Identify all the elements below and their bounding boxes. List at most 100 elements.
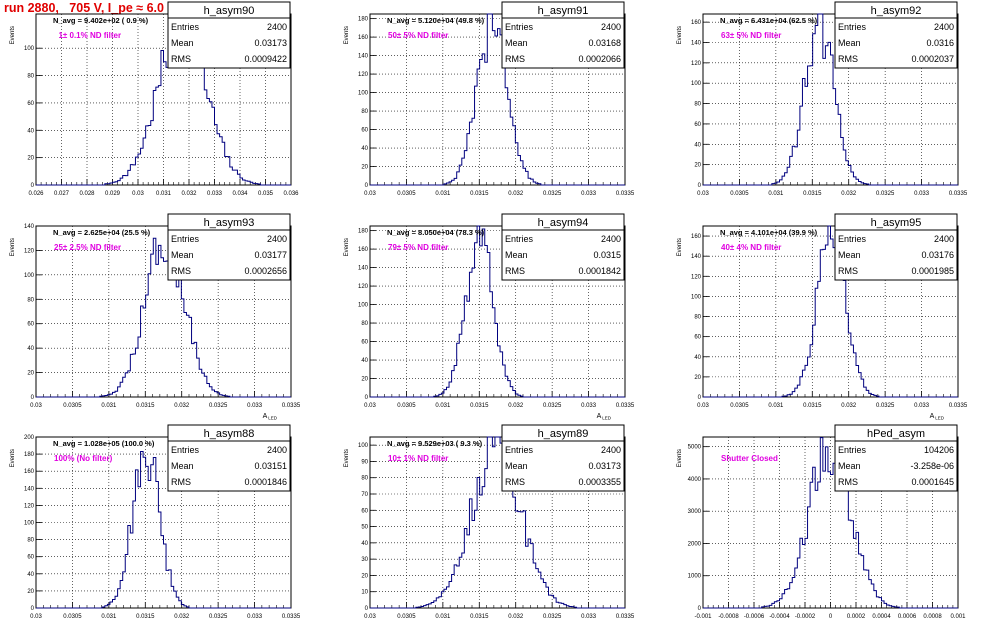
y-tick-label: 80	[361, 321, 368, 327]
y-tick-label: 0	[698, 395, 702, 401]
x-tick-label: 0.0325	[876, 191, 895, 197]
histogram-line	[36, 451, 291, 609]
x-tick-label: 0.0315	[136, 614, 155, 620]
stats-label: Entries	[505, 22, 534, 32]
stats-label: RMS	[838, 477, 858, 487]
x-tick-label: 0.03	[697, 191, 709, 197]
x-tick-label: 0.032	[174, 403, 190, 409]
stats-value: 0.0001842	[578, 266, 621, 276]
histogram-name: h_asym92	[871, 5, 922, 17]
stats-value: 2400	[267, 22, 287, 32]
x-tick-label: 0.032	[841, 403, 857, 409]
x-tick-label: 0.0305	[397, 403, 416, 409]
stats-frame	[501, 1, 625, 69]
x-tick-label: -0.0004	[769, 614, 790, 620]
y-tick-label: 120	[691, 274, 702, 280]
stats-label: Mean	[838, 250, 861, 260]
x-tick-label: 0.0315	[470, 191, 489, 197]
stats-box: h_asym95 Entries 2400 Mean 0.03176 RMS 0.00019…	[834, 213, 958, 281]
stats-frame	[501, 213, 625, 281]
stats-label: RMS	[505, 266, 525, 276]
x-tick-label: 0	[829, 614, 833, 620]
y-tick-label: 0	[698, 606, 702, 612]
y-tick-label: 40	[361, 541, 368, 547]
y-tick-label: 90	[361, 459, 368, 465]
x-tick-label: -0.0002	[795, 614, 816, 620]
x-tick-label: 0.031	[101, 403, 117, 409]
y-tick-label: 50	[361, 525, 368, 531]
stats-frame	[167, 424, 291, 492]
x-tick-label: 0.0335	[616, 191, 635, 197]
histogram-name: h_asym93	[204, 217, 255, 229]
stats-label: RMS	[838, 266, 858, 276]
y-tick-label: 60	[361, 128, 368, 134]
x-tick-label: 0.0335	[949, 403, 968, 409]
x-tick-label: 0.0325	[209, 403, 228, 409]
y-tick-label: 80	[361, 109, 368, 115]
x-tick-label: 0.032	[841, 191, 857, 197]
y-tick-label: 20	[27, 371, 34, 377]
x-tick-label: 0.031	[101, 614, 117, 620]
histogram-panel-h_asym92: 0.03 0.0305 0.031 0.0315 0.032 0.0325 0.033 0.0…	[677, 1, 968, 197]
stats-value: 0.0002066	[578, 54, 621, 64]
stats-label: Entries	[505, 445, 534, 455]
y-tick-label: 120	[691, 61, 702, 67]
x-tick-label: 0.0335	[282, 403, 301, 409]
y-tick-label: 140	[24, 486, 35, 492]
y-tick-label: 140	[691, 41, 702, 47]
navg-label: N_avg = 5.120e+04 (49.8 %)	[387, 16, 485, 25]
stats-label: Mean	[505, 250, 528, 260]
x-tick-label: 0.03	[364, 403, 376, 409]
x-tick-label: 0.031	[435, 614, 451, 620]
stats-value: 0.0009422	[244, 54, 287, 64]
stats-label: Mean	[838, 38, 861, 48]
navg-label: N_avg = 8.050e+04 (78.3 %)	[387, 228, 485, 237]
x-tick-label: -0.001	[694, 614, 712, 620]
histogram-name: h_asym95	[871, 217, 922, 229]
x-tick-label: 0.0325	[543, 191, 562, 197]
navg-label: N_avg = 1.028e+05 (100.0 %)	[53, 439, 155, 448]
histogram-line	[703, 437, 958, 609]
y-tick-label: 40	[27, 346, 34, 352]
navg-label: N_avg = 4.101e+04 (39.9 %)	[720, 228, 818, 237]
y-tick-label: 100	[24, 273, 35, 279]
y-axis-label: Events	[344, 238, 350, 256]
y-tick-label: 180	[24, 452, 35, 458]
y-tick-label: 40	[361, 358, 368, 364]
x-tick-label: 0.033	[914, 191, 930, 197]
x-tick-label: 0.0315	[136, 403, 155, 409]
x-tick-label: 0.0305	[397, 191, 416, 197]
stats-label: Mean	[505, 461, 528, 471]
x-tick-label: 0.033	[247, 403, 263, 409]
stats-label: RMS	[838, 54, 858, 64]
stats-value: 0.0315	[593, 250, 621, 260]
stats-label: Entries	[838, 234, 867, 244]
y-tick-label: 100	[24, 46, 35, 52]
stats-frame	[501, 424, 625, 492]
x-axis-label: ALED	[930, 413, 945, 421]
x-tick-label: 0.03	[132, 191, 144, 197]
stats-box: h_asym93 Entries 2400 Mean 0.03177 RMS 0.00026…	[167, 213, 291, 281]
stats-value: 0.0001985	[911, 266, 954, 276]
filter-annotation: 40± 4% ND filter	[721, 243, 781, 252]
x-tick-label: 0.026	[28, 191, 44, 197]
y-tick-label: 5000	[688, 445, 702, 451]
x-tick-label: 0.03	[30, 614, 42, 620]
histogram-line	[370, 436, 625, 609]
stats-value: 0.03173	[254, 38, 287, 48]
x-tick-label: 0.0305	[397, 614, 416, 620]
y-axis-label: Events	[10, 449, 16, 467]
navg-label: N_avg = 9.529e+03 ( 9.3 %)	[387, 439, 483, 448]
x-tick-label: -0.0006	[744, 614, 765, 620]
stats-value: 2400	[934, 234, 954, 244]
y-tick-label: 160	[358, 247, 369, 253]
y-tick-label: 40	[27, 572, 34, 578]
y-tick-label: 20	[361, 573, 368, 579]
x-axis-label: ALED	[597, 413, 612, 421]
x-tick-label: 0.033	[581, 191, 597, 197]
y-tick-label: 20	[361, 377, 368, 383]
stats-value: -3.258e-06	[910, 461, 954, 471]
y-tick-label: 20	[27, 589, 34, 595]
stats-label: RMS	[171, 54, 191, 64]
stats-value: 0.03151	[254, 461, 287, 471]
